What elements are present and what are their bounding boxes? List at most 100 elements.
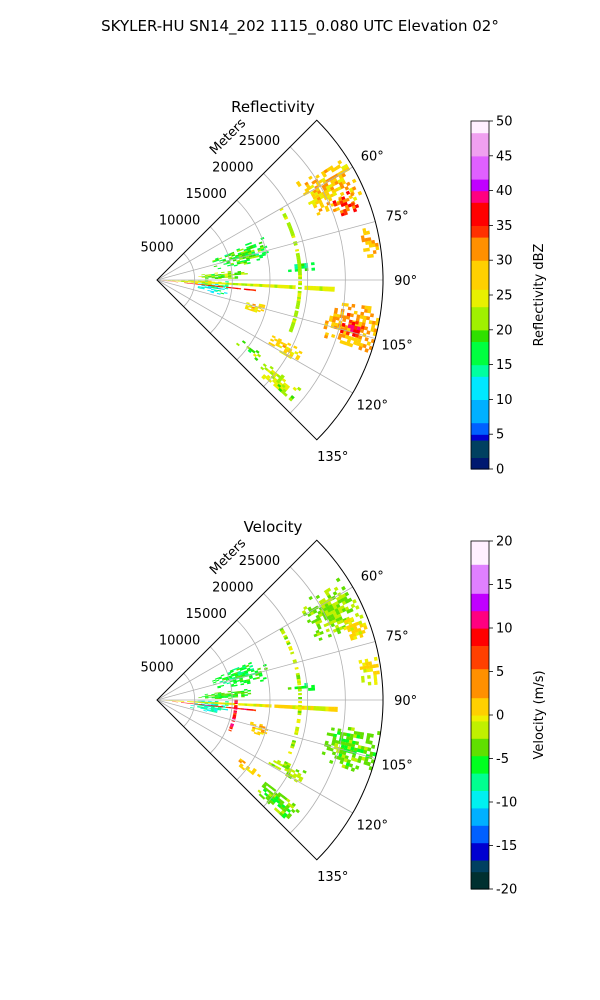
velocity-colorbar-tick-label: 15 [496, 578, 513, 593]
reflectivity-colorbar-swatch [471, 213, 489, 221]
reflectivity-gate [257, 247, 261, 251]
reflectivity-colorbar-swatch [471, 422, 489, 429]
velocity-gate [338, 626, 344, 631]
velocity-gate [311, 620, 316, 624]
reflectivity-gate [236, 262, 241, 265]
velocity-gate [356, 734, 361, 739]
reflectivity-gate [194, 282, 199, 284]
velocity-gate [252, 709, 257, 712]
velocity-gate [214, 692, 218, 694]
reflectivity-gate [238, 254, 243, 258]
reflectivity-gate [204, 276, 209, 277]
reflectivity-gate [337, 159, 343, 165]
reflectivity-colorbar-swatch [471, 161, 489, 168]
reflectivity-gate [366, 230, 371, 235]
reflectivity-colorbar-tick-label: 10 [496, 393, 513, 408]
reflectivity-gate [294, 264, 298, 267]
velocity-gate [281, 804, 286, 809]
velocity-gate [214, 677, 219, 680]
velocity-gate [294, 732, 299, 736]
reflectivity-gate [294, 268, 299, 272]
reflectivity-gate [307, 201, 313, 206]
velocity-gate [336, 603, 341, 609]
reflectivity-gate [289, 353, 294, 358]
reflectivity-gate [269, 371, 274, 376]
reflectivity-gate [224, 255, 229, 258]
reflectivity-gate [361, 305, 366, 310]
velocity-gate [326, 746, 331, 751]
reflectivity-colorbar-swatch [471, 138, 489, 145]
velocity-gate [246, 708, 251, 711]
reflectivity-gate [208, 275, 212, 277]
velocity-gate [347, 726, 352, 731]
velocity-gate [316, 632, 321, 637]
velocity-gate [266, 800, 271, 805]
reflectivity-gate [172, 281, 176, 282]
reflectivity-gate [212, 260, 217, 263]
reflectivity-gate [232, 256, 236, 260]
reflectivity-gate [216, 285, 221, 288]
reflectivity-gate [201, 276, 206, 278]
reflectivity-colorbar-swatch [471, 382, 489, 389]
velocity-colorbar-swatch [471, 883, 489, 890]
velocity-gate [229, 726, 233, 729]
reflectivity-gate [345, 197, 350, 202]
velocity-gate [238, 759, 243, 764]
velocity-gate [234, 691, 238, 693]
reflectivity-gate [250, 283, 254, 287]
velocity-gate [227, 690, 232, 693]
reflectivity-gate [242, 256, 247, 260]
reflectivity-gate [210, 290, 215, 293]
velocity-gate [290, 651, 295, 655]
reflectivity-gate [364, 308, 368, 313]
reflectivity-gate [227, 272, 232, 274]
reflectivity-colorbar-swatch [471, 283, 489, 290]
velocity-gate [271, 799, 277, 804]
reflectivity-gate [216, 292, 221, 295]
velocity-gate [335, 740, 340, 744]
reflectivity-colorbar-swatch [471, 451, 489, 458]
velocity-gate [252, 677, 257, 680]
reflectivity-gate [205, 278, 209, 280]
velocity-gate [284, 806, 289, 811]
reflectivity-gate [297, 296, 301, 300]
velocity-gate [234, 693, 238, 696]
reflectivity-gate [367, 237, 372, 242]
velocity-gate [234, 696, 239, 698]
velocity-gate [346, 733, 351, 737]
velocity-gate [311, 684, 315, 688]
velocity-gate [364, 658, 369, 663]
velocity-gate [232, 714, 237, 717]
reflectivity-gate [366, 330, 371, 335]
reflectivity-gate [207, 286, 212, 289]
velocity-gate [251, 769, 256, 774]
velocity-gate [218, 697, 222, 699]
reflectivity-gate [311, 180, 316, 185]
velocity-gate [343, 745, 348, 750]
velocity-gate [238, 673, 242, 676]
reflectivity-gate [287, 342, 292, 347]
velocity-gate [260, 732, 264, 735]
reflectivity-gate [241, 283, 245, 286]
velocity-gate [211, 703, 215, 705]
velocity-gate [197, 706, 201, 708]
reflectivity-gate [297, 260, 301, 264]
reflectivity-gate [217, 290, 222, 292]
reflectivity-gate [345, 341, 351, 347]
velocity-colorbar-swatch [471, 732, 489, 739]
velocity-gate [318, 637, 323, 641]
velocity-gate [244, 694, 248, 696]
reflectivity-gate [246, 302, 250, 305]
reflectivity-gate [224, 275, 229, 277]
velocity-colorbar-tick-label: -15 [496, 839, 517, 854]
velocity-gate [291, 741, 296, 745]
velocity-gate [366, 736, 371, 741]
velocity-gate [224, 693, 229, 695]
velocity-gate [211, 694, 215, 696]
reflectivity-gate [347, 335, 352, 341]
velocity-gate [353, 734, 358, 739]
velocity-colorbar-swatch [471, 552, 489, 559]
velocity-gate [313, 633, 318, 638]
reflectivity-gate [259, 283, 263, 287]
reflectivity-gate [236, 248, 241, 251]
